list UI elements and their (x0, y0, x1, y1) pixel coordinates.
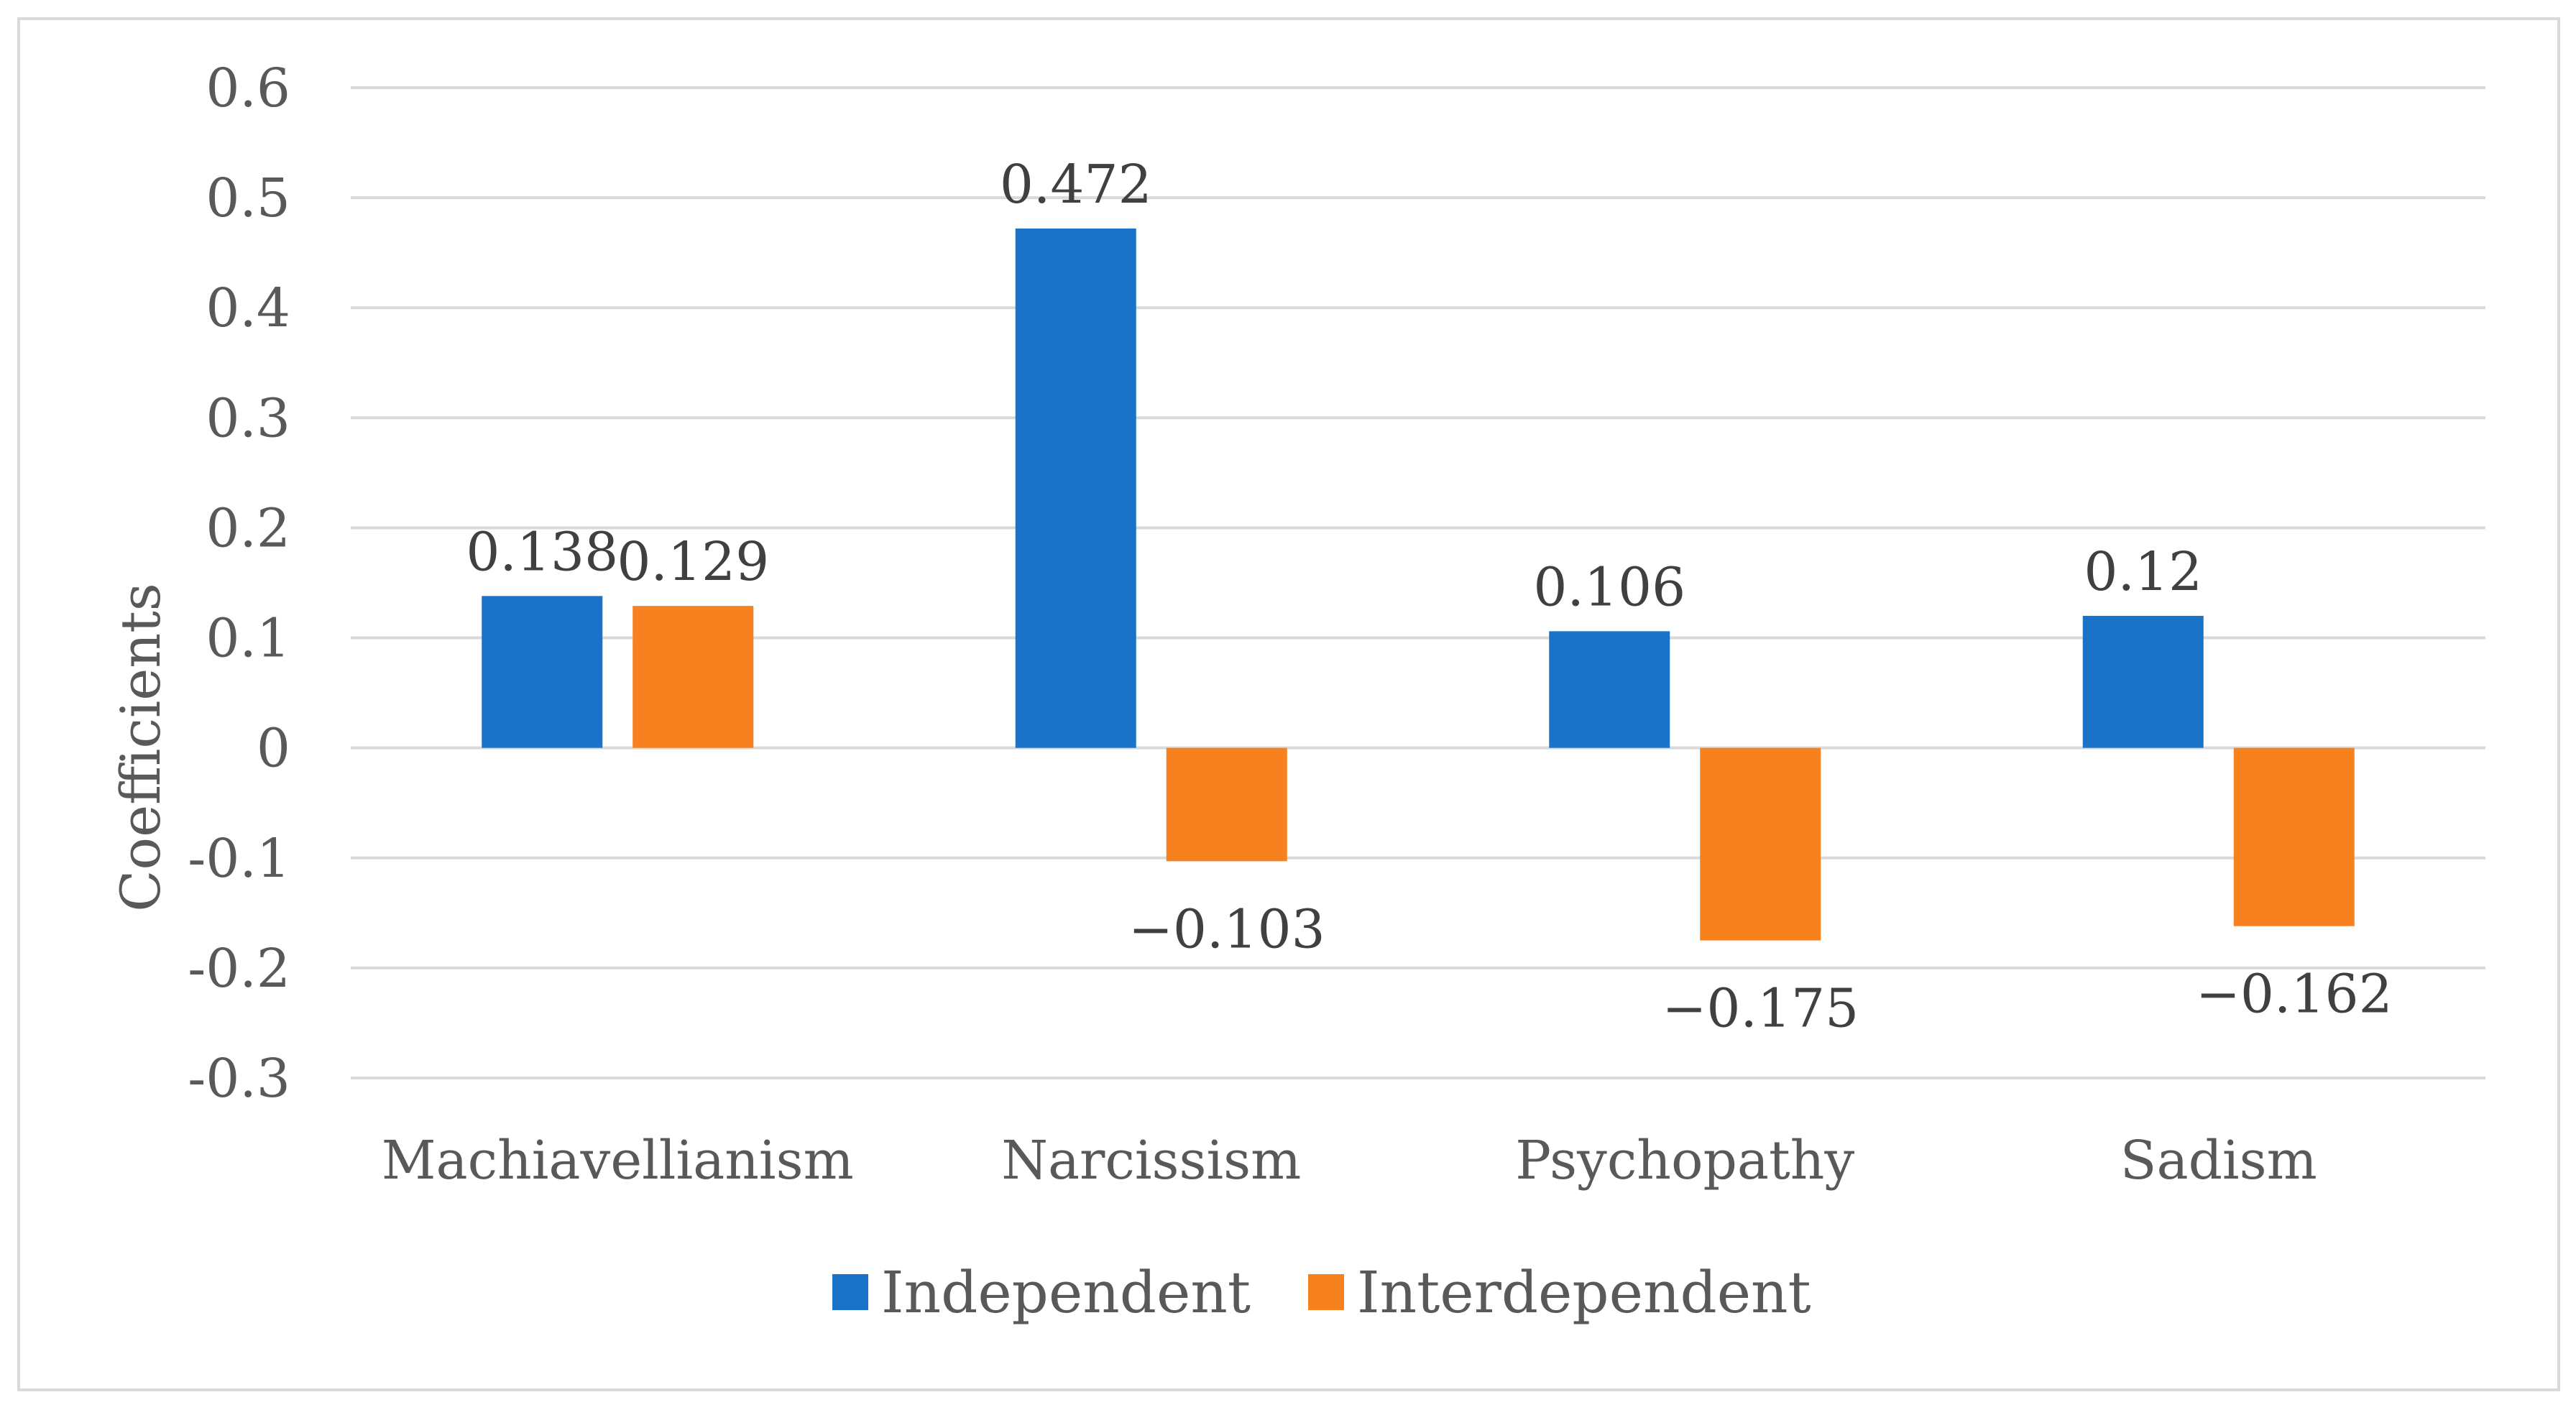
bar-independent-sadism (2082, 615, 2204, 748)
y-tick-label: 0.5 (206, 167, 290, 229)
bar-interdependent-narcissism (1166, 747, 1287, 862)
data-label: 0.12 (2084, 541, 2202, 603)
legend: Independent Interdependent (832, 1259, 1811, 1326)
x-axis-categories: Machiavellianism Narcissism Psychopathy Sad… (382, 1130, 2317, 1192)
legend-swatch-interdependent (1307, 1274, 1344, 1310)
x-category-label: Machiavellianism (382, 1130, 854, 1192)
y-tick-label: 0.2 (206, 497, 290, 559)
bars (482, 228, 2355, 941)
y-tick-label: -0.2 (188, 938, 290, 1000)
data-label: −0.175 (1662, 978, 1859, 1040)
legend-label-interdependent: Interdependent (1357, 1259, 1811, 1326)
bar-interdependent-sadism (2233, 747, 2355, 926)
bar-independent-narcissism (1015, 228, 1136, 748)
y-axis-title: Coefficients (109, 583, 172, 912)
data-label: 0.472 (1000, 154, 1152, 216)
y-tick-label: 0.6 (206, 57, 290, 119)
y-tick-label: 0 (257, 718, 290, 780)
y-tick-label: -0.3 (188, 1048, 290, 1110)
data-label: 0.138 (466, 521, 618, 583)
bar-independent-psychopathy (1549, 631, 1670, 748)
data-label: −0.162 (2196, 964, 2393, 1026)
bar-interdependent-machiavellianism (632, 606, 754, 748)
data-label: 0.106 (1533, 556, 1685, 618)
legend-label-independent: Independent (881, 1259, 1251, 1326)
x-category-label: Narcissism (1001, 1130, 1301, 1192)
legend-swatch-independent (832, 1274, 868, 1310)
y-axis-ticks: 0.6 0.5 0.4 0.3 0.2 0.1 0 -0.1 -0.2 -0.3 (188, 57, 290, 1110)
data-label: 0.129 (617, 531, 769, 593)
bar-independent-machiavellianism (482, 596, 603, 748)
y-tick-label: -0.1 (188, 828, 290, 890)
y-tick-label: 0.1 (206, 608, 290, 670)
bar-interdependent-psychopathy (1700, 747, 1821, 941)
data-label: −0.103 (1128, 898, 1325, 960)
x-category-label: Psychopathy (1515, 1130, 1854, 1192)
x-category-label: Sadism (2120, 1130, 2317, 1192)
y-tick-label: 0.4 (206, 277, 290, 339)
y-tick-label: 0.3 (206, 387, 290, 449)
